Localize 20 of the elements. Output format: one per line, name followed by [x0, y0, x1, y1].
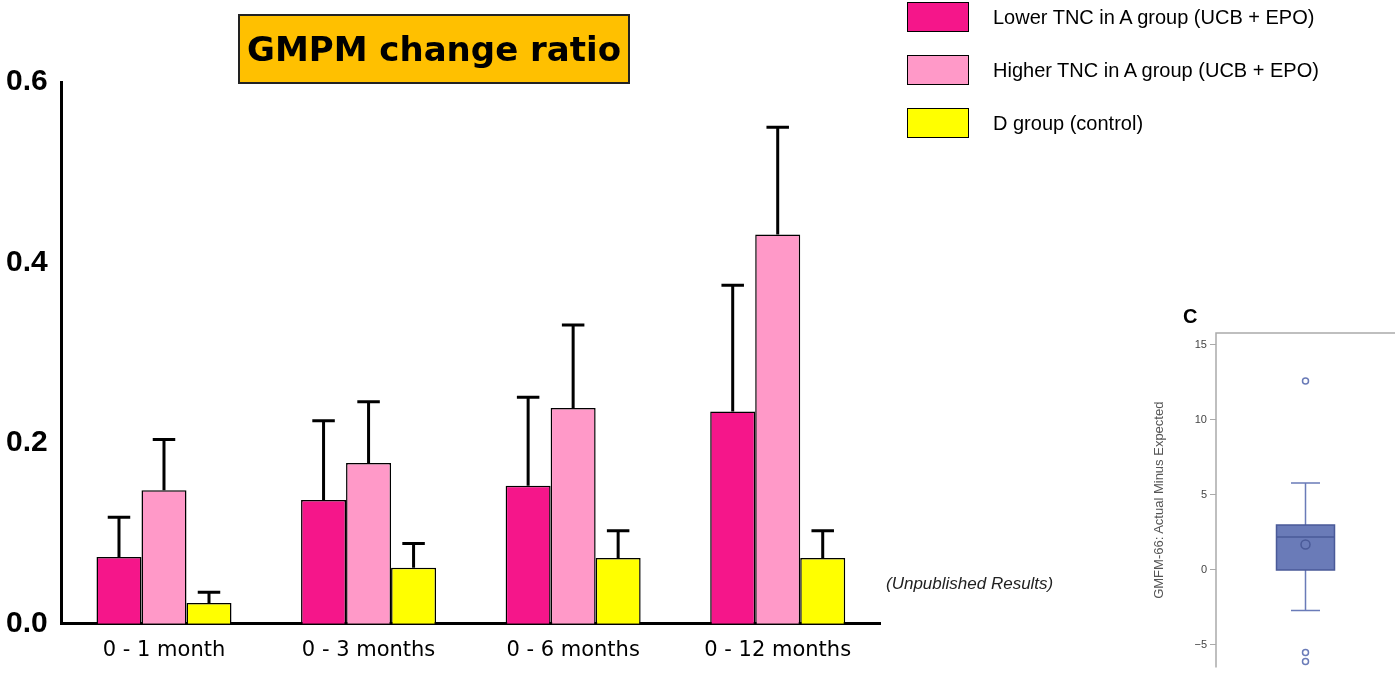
- y-tick-label: −5: [1194, 637, 1207, 650]
- chart-title: GMPM change ratio: [238, 14, 630, 84]
- legend-label: Higher TNC in A group (UCB + EPO): [993, 58, 1319, 82]
- legend-label: D group (control): [993, 111, 1144, 135]
- y-tick-label: 10: [1194, 413, 1207, 426]
- y-tick-label: 0.4: [5, 243, 48, 277]
- y-tick-label: 0: [1200, 562, 1207, 575]
- legend-label: Lower TNC in A group (UCB + EPO): [993, 5, 1315, 29]
- x-tick-label: 0 - 6 months: [506, 636, 640, 661]
- y-tick-label: 0.0: [5, 605, 48, 639]
- x-tick-label: 0 - 3 months: [301, 636, 436, 661]
- y-tick-label: 0.6: [5, 63, 48, 97]
- x-tick-label: 0 - 1 month: [102, 636, 226, 661]
- chart-title: C: [1183, 304, 1198, 327]
- y-tick-label: 15: [1194, 338, 1207, 351]
- y-tick-label: 0.2: [5, 424, 48, 458]
- y-axis-title: GMFM-66: Actual Minus Expected: [1151, 401, 1167, 599]
- x-tick-label: 0 - 12 months: [704, 636, 852, 661]
- text: (Unpublished Results): [886, 573, 1054, 593]
- y-tick-label: 5: [1200, 487, 1207, 500]
